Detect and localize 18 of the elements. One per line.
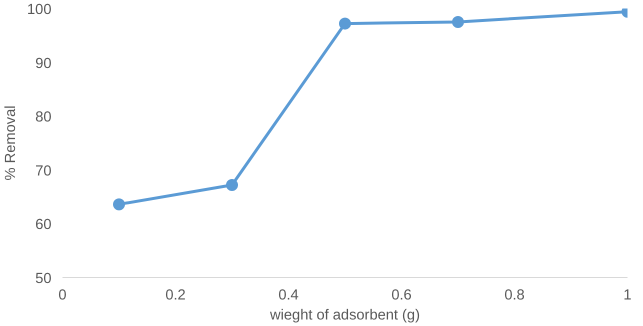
x-tick-label: 0.2 [165, 288, 186, 304]
y-tick-label: 60 [35, 217, 52, 234]
y-tick-label: 50 [35, 271, 52, 287]
y-tick-label: 80 [35, 110, 52, 126]
point [452, 16, 464, 28]
x-tick-label: 0.8 [504, 288, 525, 304]
x-tick-label: 1 [623, 288, 632, 304]
x-tick-label: 0 [58, 288, 67, 304]
y-axis-title: % Removal [3, 106, 20, 180]
y-tick-label: 70 [35, 163, 52, 180]
x-axis-title: wieght of adsorbent (g) [269, 308, 420, 324]
y-tick-label: 90 [35, 56, 52, 72]
y-tick-label: 100 [27, 2, 52, 18]
x-tick-label: 0.4 [278, 288, 299, 304]
point [226, 178, 238, 191]
point [339, 18, 351, 30]
x-tick-label: 0.6 [391, 288, 412, 304]
point [113, 198, 125, 210]
